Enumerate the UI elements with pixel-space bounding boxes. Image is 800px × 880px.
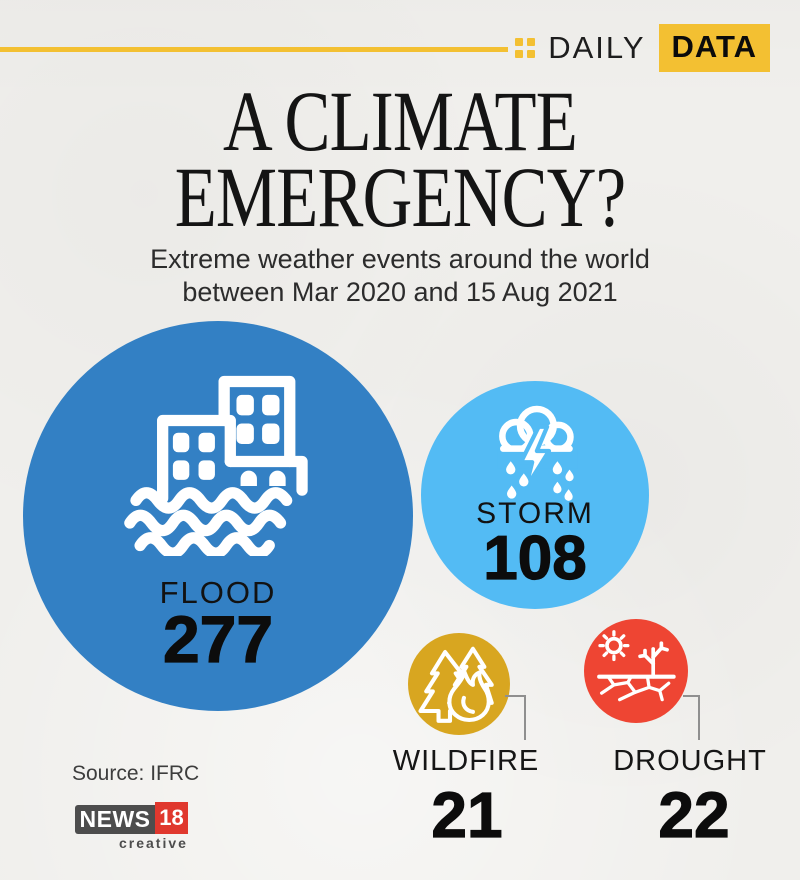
drought-bubble bbox=[584, 619, 688, 723]
page-subtitle: Extreme weather events around the world … bbox=[0, 243, 800, 309]
storm-label: STORM bbox=[476, 497, 594, 530]
wildfire-bubble bbox=[408, 633, 510, 735]
wildfire-value: 21 bbox=[431, 779, 503, 851]
flood-bubble: FLOOD 277 bbox=[23, 321, 413, 711]
wildfire-leader-line bbox=[505, 695, 526, 740]
news18-logo-name: NEWS bbox=[75, 805, 155, 834]
flood-icon bbox=[124, 375, 308, 556]
drought-value: 22 bbox=[658, 779, 730, 851]
flood-value: 277 bbox=[162, 602, 274, 676]
storm-value: 108 bbox=[483, 524, 588, 593]
page-title-line2: EMERGENCY? bbox=[174, 148, 626, 245]
drought-leader-line bbox=[683, 695, 700, 740]
grid-dots-icon bbox=[515, 38, 536, 58]
page-title-line1: A CLIMATE bbox=[223, 73, 578, 169]
drought-icon bbox=[597, 630, 676, 702]
daily-data-brand: DAILY DATA bbox=[515, 24, 770, 72]
news18-logo: NEWS 18 creative bbox=[75, 801, 195, 851]
brand-data-badge: DATA bbox=[658, 24, 770, 72]
page-subtitle-line2: between Mar 2020 and 15 Aug 2021 bbox=[182, 276, 618, 307]
news18-logo-number: 18 bbox=[155, 802, 188, 834]
storm-icon bbox=[497, 405, 578, 501]
page-title: A CLIMATE EMERGENCY? bbox=[80, 73, 720, 245]
source-text: Source: IFRC bbox=[72, 762, 200, 785]
storm-bubble: STORM 108 bbox=[421, 381, 649, 609]
flood-label: FLOOD bbox=[159, 575, 277, 610]
wildfire-label: WILDFIRE bbox=[392, 745, 540, 777]
news18-creative-tagline: creative bbox=[119, 835, 188, 851]
drought-label: DROUGHT bbox=[613, 745, 767, 777]
wildfire-icon bbox=[418, 646, 494, 723]
header-accent-rule bbox=[0, 47, 508, 52]
page-subtitle-line1: Extreme weather events around the world bbox=[150, 244, 650, 274]
brand-daily-text: DAILY bbox=[548, 30, 646, 65]
